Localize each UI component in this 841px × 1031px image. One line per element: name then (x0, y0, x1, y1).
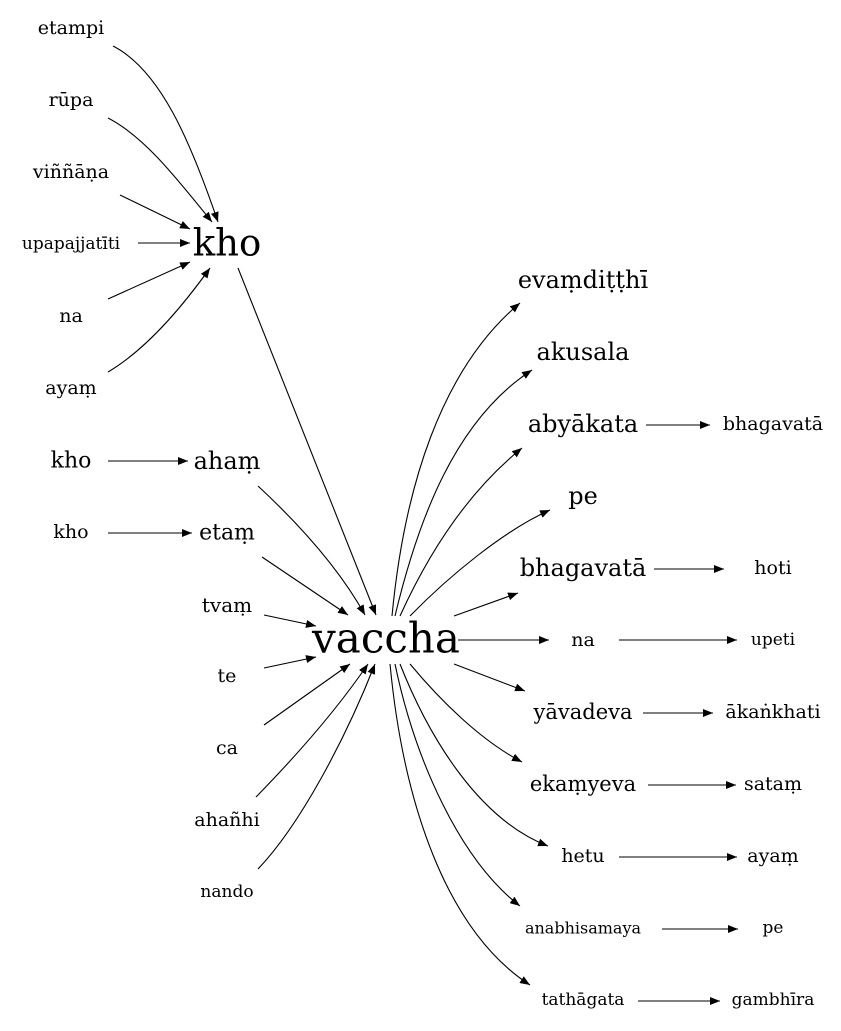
node-hetu: hetu (561, 845, 604, 867)
node-akankhati: ākaṅkhati (725, 701, 820, 723)
node-nando: nando (200, 882, 253, 902)
node-tvam: tvaṃ (202, 593, 252, 617)
edge-ahanhi-to-vaccha (255, 663, 369, 798)
node-kho-hub: kho (193, 222, 262, 265)
edge-vaccha-to-tathagata (389, 663, 531, 986)
edge-te-to-vaccha (263, 655, 317, 669)
node-ayam-right: ayaṃ (747, 845, 798, 867)
node-tathagata: tathāgata (542, 990, 625, 1010)
edge-vinnana-to-kho (119, 194, 191, 230)
edge-aham-to-vaccha (257, 485, 366, 616)
node-ca: ca (216, 737, 238, 759)
node-etam: etaṃ (199, 521, 255, 546)
node-rupa: rūpa (49, 89, 94, 111)
edge-nando-to-vaccha (257, 663, 376, 870)
edge-vaccha-to-ekamyeva (409, 663, 523, 763)
node-ekamyeva: ekaṃyeva (530, 772, 636, 796)
edge-kho-to-vaccha (237, 267, 377, 616)
node-kho-2: kho (53, 521, 88, 543)
edges (107, 45, 738, 1005)
node-na-right: na (571, 629, 595, 651)
edge-vaccha-to-bhagavata (453, 592, 519, 617)
edge-ayam-to-kho (107, 267, 211, 373)
node-te: te (218, 665, 237, 687)
node-bhagavata-2: bhagavatā (520, 554, 647, 582)
node-kho-1: kho (51, 449, 92, 474)
node-etampi: etampi (38, 17, 104, 39)
edge-vaccha-to-pe (409, 509, 551, 617)
node-hoti: hoti (754, 557, 791, 579)
node-pe-1: pe (568, 482, 598, 510)
edge-na-to-kho (107, 261, 191, 300)
node-na-left: na (59, 305, 83, 327)
node-ahanhi: ahañhi (194, 809, 259, 831)
edge-etampi-to-kho (112, 45, 219, 223)
edge-etam-to-vaccha (261, 556, 349, 616)
node-abyakata: abyākata (528, 410, 638, 438)
node-evamditthi: evaṃdiṭṭhī (518, 266, 649, 294)
node-vaccha: vaccha (311, 614, 460, 663)
node-bhagavata-1: bhagavatā (723, 413, 823, 435)
edge-vaccha-to-evamditthi (391, 302, 521, 617)
node-vinnana: viññāṇa (32, 161, 109, 183)
node-upapajjatiti: upapajjatīti (22, 234, 121, 254)
node-gambhira: gambhīra (732, 990, 815, 1010)
node-satam: sataṃ (744, 773, 802, 795)
node-akusala: akusala (537, 338, 630, 366)
node-aham: ahaṃ (194, 447, 261, 475)
node-anabhisamaya: anabhisamaya (525, 919, 642, 938)
edge-vaccha-to-anabhisamaya (394, 663, 521, 907)
edge-vaccha-to-hetu (399, 663, 549, 847)
edge-tvam-to-vaccha (263, 614, 317, 628)
edge-rupa-to-kho (107, 117, 213, 223)
node-pe-2: pe (763, 918, 784, 938)
edge-ca-to-vaccha (263, 663, 351, 726)
edge-vaccha-to-abyakata (399, 447, 523, 617)
edge-vaccha-to-akusala (394, 369, 533, 617)
nodes: etampi rūpa viññāṇa upapajjatīti na ayaṃ… (22, 17, 823, 1010)
edge-vaccha-to-yavadeva (453, 663, 526, 692)
node-ayam-left: ayaṃ (45, 377, 96, 399)
node-upeti: upeti (751, 630, 796, 650)
node-yavadeva: yāvadeva (532, 700, 632, 724)
